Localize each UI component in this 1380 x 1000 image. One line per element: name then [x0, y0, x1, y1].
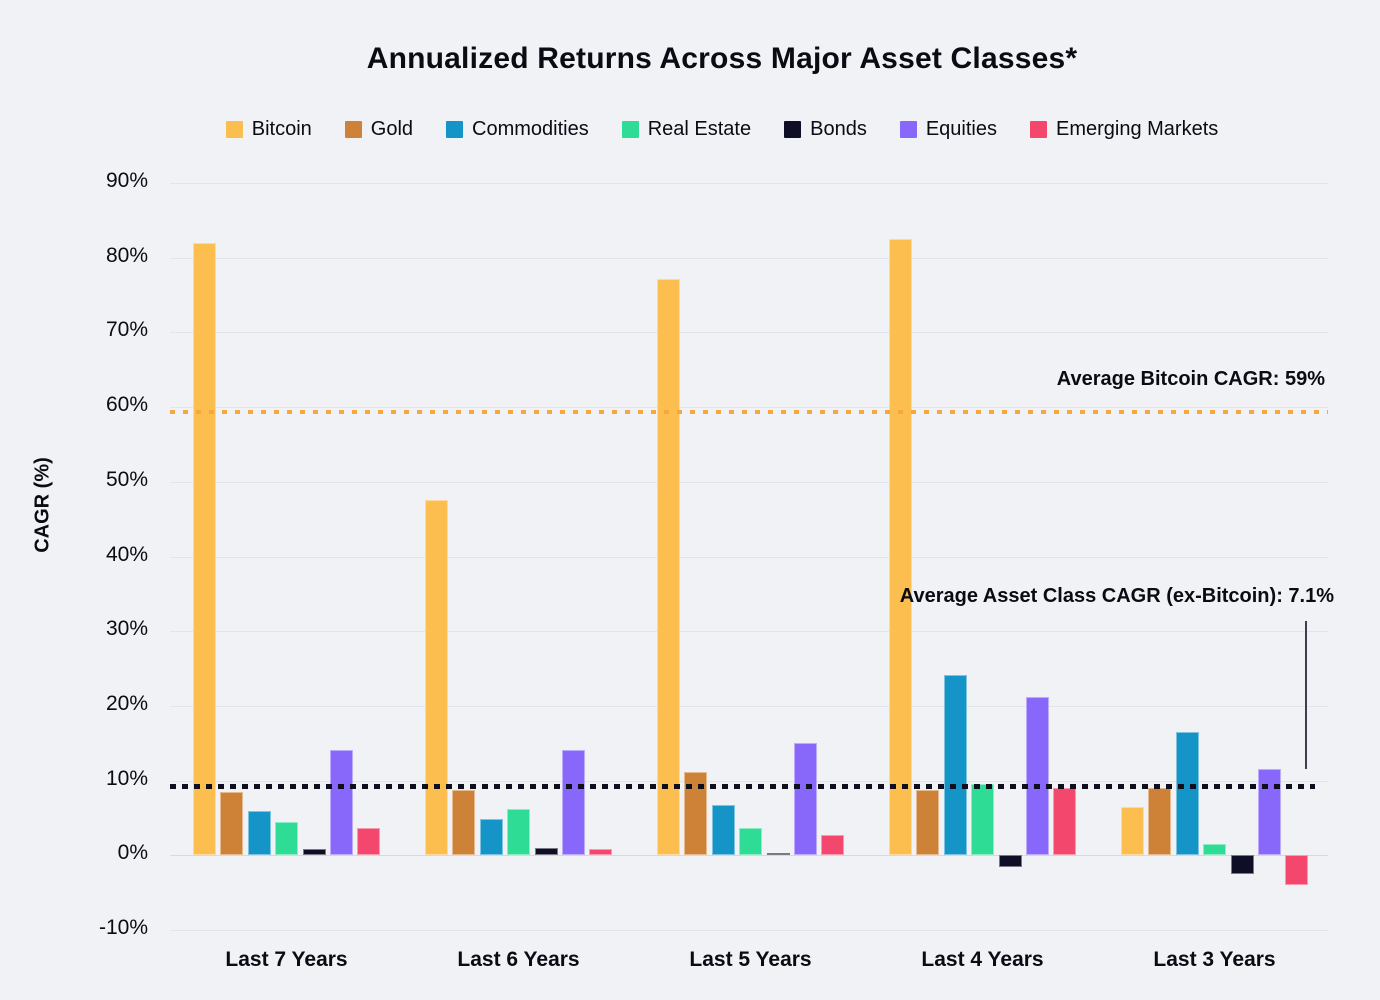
- bar-equities-last-3-years: [1258, 769, 1281, 856]
- bar-bonds-last-4-years: [998, 855, 1022, 868]
- bar-equities-last-7-years: [330, 749, 353, 856]
- legend-item-real-estate: Real Estate: [621, 118, 752, 141]
- y-tick-label: 80%: [105, 243, 148, 267]
- bar-commodities-last-6-years: [479, 819, 503, 856]
- legend-swatch-bonds: [784, 121, 802, 138]
- bar-gold-last-6-years: [452, 790, 476, 856]
- bar-real-estate-last-5-years: [739, 827, 763, 856]
- bar-gold-last-5-years: [684, 771, 708, 856]
- gridline: [170, 332, 1328, 334]
- legend-label: Real Estate: [647, 118, 752, 140]
- gridline: [170, 481, 1328, 483]
- gridline: [170, 930, 1328, 931]
- bar-bonds-last-5-years: [766, 853, 790, 856]
- legend-item-bonds: Bonds: [784, 118, 867, 141]
- bar-commodities-last-3-years: [1175, 732, 1199, 856]
- y-tick-label: 70%: [105, 318, 148, 342]
- x-category-label: Last 6 Years: [457, 948, 580, 971]
- bar-bonds-last-6-years: [534, 847, 558, 856]
- bar-real-estate-last-6-years: [507, 808, 531, 856]
- bar-emerging-markets-last-7-years: [357, 827, 381, 856]
- gridline: [170, 407, 1328, 409]
- bar-equities-last-6-years: [562, 749, 585, 856]
- legend-label: Bitcoin: [251, 118, 312, 140]
- gridline: [170, 556, 1328, 558]
- gridline: [170, 631, 1328, 633]
- bar-bonds-last-3-years: [1230, 855, 1254, 874]
- bar-bitcoin-last-6-years: [425, 500, 448, 856]
- legend-item-bitcoin: Bitcoin: [225, 118, 312, 141]
- x-category-label: Last 3 Years: [1153, 948, 1276, 971]
- bar-bitcoin-last-3-years: [1121, 806, 1144, 856]
- x-category-label: Last 4 Years: [921, 948, 1044, 971]
- bar-gold-last-7-years: [220, 791, 244, 856]
- legend-label: Bonds: [810, 118, 867, 140]
- bar-gold-last-4-years: [916, 789, 940, 856]
- legend-label: Equities: [925, 118, 997, 140]
- y-tick-label: -10%: [98, 916, 148, 939]
- y-tick-label: 30%: [105, 617, 148, 641]
- gridline: [170, 183, 1328, 184]
- bar-commodities-last-7-years: [247, 811, 271, 856]
- legend-label: Commodities: [472, 118, 589, 140]
- legend-item-emerging-markets: Emerging Markets: [1029, 118, 1219, 141]
- x-category-label: Last 7 Years: [225, 948, 348, 971]
- legend-swatch-equities: [899, 121, 917, 138]
- legend-swatch-gold: [344, 121, 362, 138]
- legend-item-equities: Equities: [899, 118, 997, 141]
- asset-average-annotation-label: Average Asset Class CAGR (ex-Bitcoin): 7…: [899, 585, 1334, 607]
- legend-swatch-commodities: [446, 121, 464, 138]
- legend-item-gold: Gold: [344, 118, 414, 141]
- gridline: [170, 780, 1328, 782]
- chart-legend: Bitcoin Gold Commodities Real Estate Bonds Eq…: [64, 118, 1380, 141]
- legend-label: Emerging Markets: [1055, 118, 1219, 140]
- bar-emerging-markets-last-3-years: [1285, 855, 1309, 886]
- y-tick-label: 60%: [105, 393, 148, 417]
- y-tick-label: 90%: [105, 169, 148, 192]
- legend-swatch-emerging-markets: [1029, 121, 1047, 138]
- bar-emerging-markets-last-6-years: [589, 848, 613, 856]
- annotation-leader-line: [1305, 621, 1307, 769]
- gridline: [170, 257, 1328, 259]
- gridline: [170, 705, 1328, 707]
- bar-emerging-markets-last-5-years: [821, 835, 845, 856]
- legend-item-commodities: Commodities: [446, 118, 589, 141]
- y-tick-label: 20%: [105, 691, 148, 715]
- bitcoin-average-annotation-label: Average Bitcoin CAGR: 59%: [1056, 368, 1325, 390]
- gridline: [170, 855, 1328, 857]
- bar-commodities-last-4-years: [943, 675, 967, 856]
- bar-real-estate-last-3-years: [1203, 844, 1227, 856]
- bar-equities-last-5-years: [794, 742, 817, 856]
- y-tick-label: 40%: [105, 542, 148, 566]
- y-tick-label: 50%: [105, 467, 148, 491]
- legend-swatch-bitcoin: [225, 121, 243, 138]
- bar-bitcoin-last-7-years: [193, 242, 216, 856]
- plot-area: [170, 183, 1328, 931]
- asset-average-line: [170, 783, 1315, 789]
- bar-gold-last-3-years: [1148, 788, 1172, 856]
- bar-commodities-last-5-years: [711, 805, 735, 856]
- legend-swatch-real-estate: [621, 121, 639, 138]
- bar-real-estate-last-7-years: [275, 821, 299, 856]
- bar-equities-last-4-years: [1026, 696, 1049, 856]
- bar-bonds-last-7-years: [302, 848, 326, 856]
- chart-title: Annualized Returns Across Major Asset Cl…: [366, 42, 1078, 75]
- bar-bitcoin-last-4-years: [889, 239, 912, 856]
- y-tick-label: 10%: [105, 766, 148, 790]
- x-category-label: Last 5 Years: [689, 948, 812, 971]
- bar-real-estate-last-4-years: [971, 784, 995, 856]
- bar-emerging-markets-last-4-years: [1053, 788, 1077, 856]
- bitcoin-average-line: [170, 409, 1328, 414]
- legend-label: Gold: [370, 118, 414, 140]
- y-tick-label: 0%: [117, 841, 148, 865]
- bar-bitcoin-last-5-years: [657, 279, 680, 856]
